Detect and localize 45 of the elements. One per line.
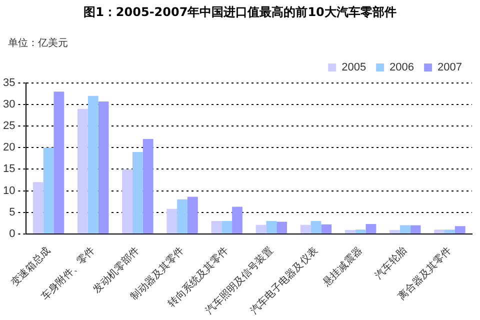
bar [410,225,421,234]
y-tick-label: 0 [9,228,16,240]
bar [366,224,376,234]
bar [276,222,288,234]
y-tick-label: 15 [2,163,16,176]
bar [400,225,410,234]
x-tick-label: 汽车轮胎 [372,244,410,282]
bar [321,224,332,234]
x-tick-label: 悬挂减震器 [320,244,365,290]
bar [187,196,198,234]
y-tick-label: 25 [2,120,16,132]
y-tick-label: 20 [2,142,16,154]
bar [88,96,98,234]
bar [78,108,88,234]
bar [32,182,44,234]
bar [266,220,277,234]
bar [310,220,322,234]
bar [98,102,109,234]
bar [222,220,232,234]
bar [444,230,455,234]
legend-label: 2005 [342,62,366,74]
y-tick-label: 30 [2,98,16,111]
bar [122,169,132,234]
bar [142,139,154,234]
bar [434,230,445,234]
bar [54,92,64,234]
legend-label: 2007 [438,62,462,74]
bar [232,206,242,234]
bar [43,148,54,234]
chart-title: 图1：2005-2007年中国进口值最高的前10大汽车零部件 [82,4,398,21]
bar [454,226,466,234]
legend-label: 2006 [390,62,414,74]
bar [132,152,143,234]
y-tick-label: 35 [2,77,16,90]
bar [300,224,311,234]
bar [177,199,188,234]
bar [256,224,266,234]
bar [211,220,222,234]
y-axis-title: 单位：亿美元 [8,36,68,50]
y-tick-label: 10 [2,184,16,197]
bar [166,208,178,234]
bar [355,230,366,234]
y-tick-label: 5 [9,206,16,218]
bar [344,230,356,234]
bar [390,230,400,234]
